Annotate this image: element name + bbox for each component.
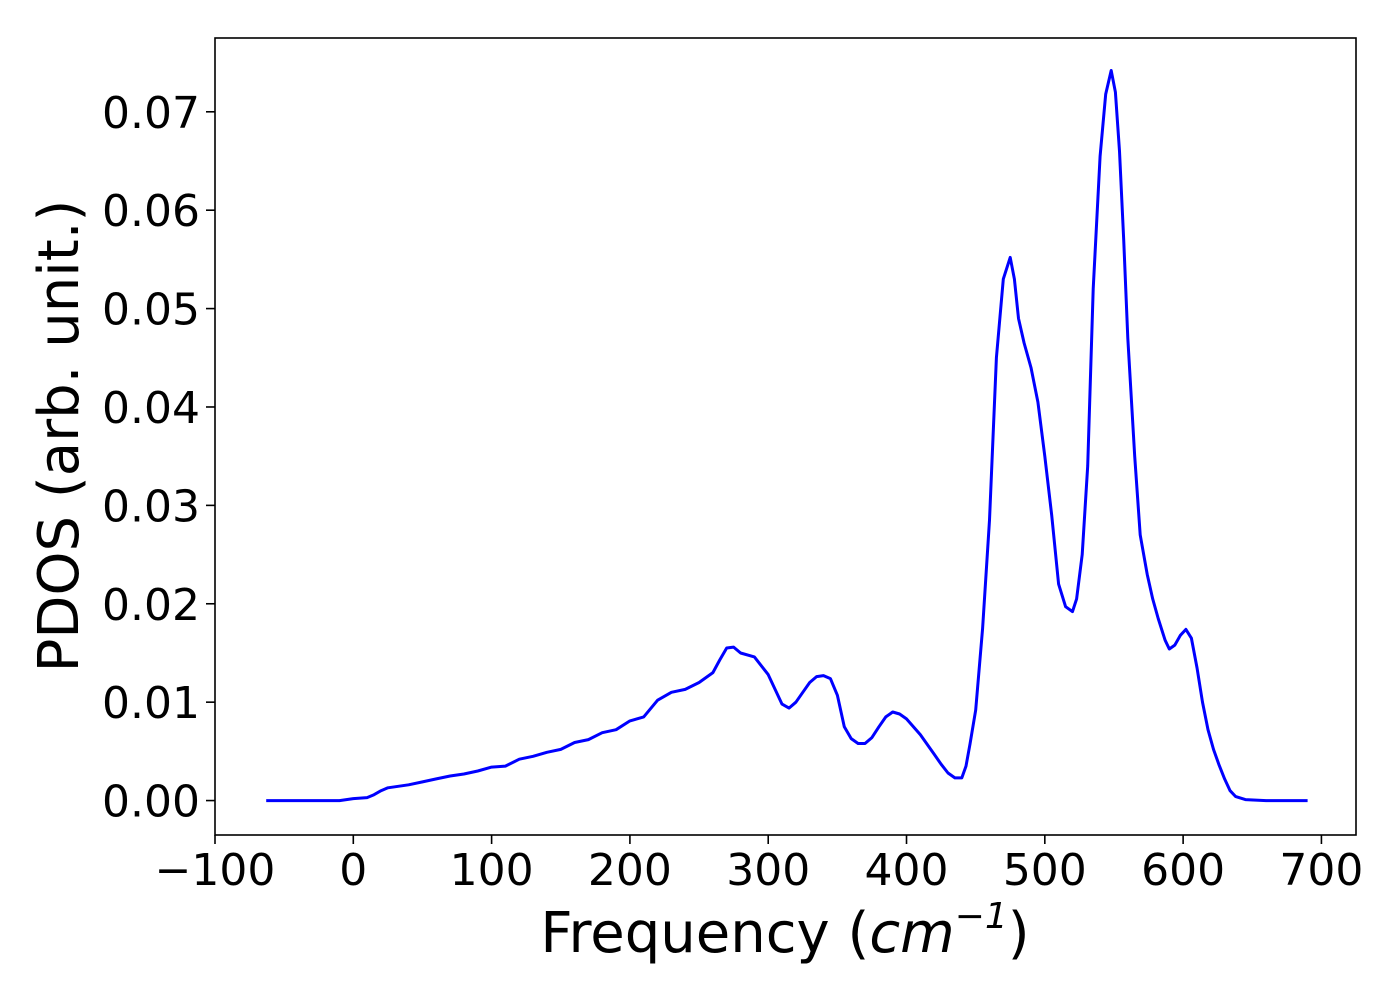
x-axis-label-text: Frequency ( — [540, 901, 869, 966]
pdos-series-line — [266, 69, 1308, 803]
y-tick-label: 0.07 — [102, 88, 200, 139]
plot-area — [214, 37, 1357, 836]
x-tick-label: 200 — [588, 845, 672, 896]
x-axis-unit-base: cm — [869, 901, 954, 966]
x-tick-label: 700 — [1279, 845, 1363, 896]
x-tick-label: 600 — [1141, 845, 1225, 896]
y-tick-label: 0.00 — [102, 777, 200, 828]
y-tick-label: 0.04 — [102, 383, 200, 434]
x-tick-label: 300 — [726, 845, 810, 896]
y-axis-ticks: 0.00 0.01 0.02 0.03 0.04 0.05 0.06 0.07 — [102, 88, 215, 828]
x-tick-label: −100 — [155, 845, 276, 896]
x-axis-unit-exponent: −1 — [955, 896, 1008, 937]
x-tick-label: 400 — [865, 845, 949, 896]
x-tick-label: 0 — [339, 845, 367, 896]
x-axis-ticks: −100 0 100 200 300 400 500 600 700 — [155, 835, 1363, 896]
y-tick-label: 0.02 — [102, 580, 200, 631]
y-tick-label: 0.01 — [102, 678, 200, 729]
y-axis-label: PDOS (arb. unit.) — [27, 200, 92, 673]
y-tick-label: 0.03 — [102, 481, 200, 532]
x-axis-label-close: ) — [1008, 901, 1030, 966]
y-tick-label: 0.06 — [102, 186, 200, 237]
x-tick-label: 100 — [450, 845, 534, 896]
x-tick-label: 500 — [1003, 845, 1087, 896]
y-tick-label: 0.05 — [102, 285, 200, 336]
x-axis-label: Frequency (cm−1) — [540, 896, 1029, 966]
